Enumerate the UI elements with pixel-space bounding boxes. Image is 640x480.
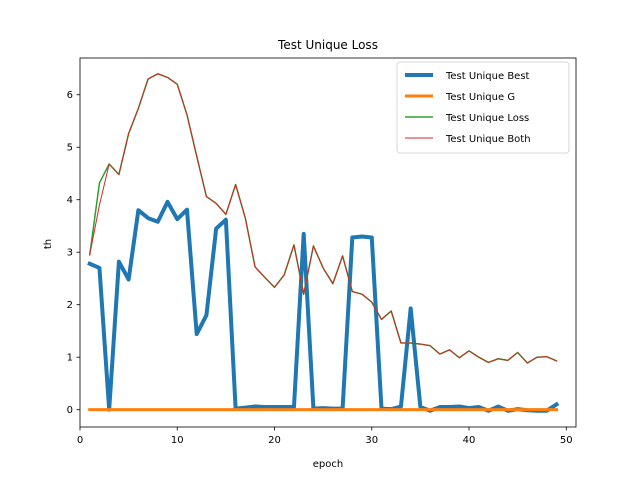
- plot-area: [79, 57, 577, 428]
- legend-entry-label: Test Unique Best: [445, 71, 530, 82]
- y-tick-label: 5: [67, 143, 73, 154]
- y-tick-label: 2: [67, 300, 73, 311]
- series-line-test-unique-best: [87, 199, 560, 413]
- x-tick-label: 0: [77, 435, 83, 446]
- x-tick-label: 50: [560, 435, 573, 446]
- y-tick-label: 3: [67, 248, 73, 259]
- series-lines: [87, 73, 560, 413]
- x-tick-label: 30: [365, 435, 378, 446]
- y-tick-label: 4: [67, 195, 73, 206]
- x-tick-label: 20: [268, 435, 281, 446]
- y-axis-ticks: 0 1 2 3 4 5 6: [67, 90, 80, 416]
- legend: Test Unique Best Test Unique G Test Unique…: [396, 61, 570, 154]
- y-tick-label: 6: [67, 90, 73, 101]
- legend-entry-label: Test Unique Both: [445, 134, 531, 145]
- legend-entry-label: Test Unique Loss: [445, 113, 529, 124]
- x-tick-label: 40: [463, 435, 476, 446]
- y-tick-label: 1: [67, 353, 73, 364]
- x-tick-label: 10: [171, 435, 184, 446]
- chart-title: Test Unique Loss: [277, 38, 378, 52]
- legend-box: [396, 61, 570, 154]
- x-axis-label: epoch: [313, 459, 343, 470]
- y-axis-label: th: [43, 239, 54, 249]
- legend-entry-label: Test Unique G: [445, 92, 515, 103]
- axes-frame: [79, 57, 577, 428]
- series-line-test-unique-both: [89, 73, 558, 364]
- x-axis-ticks: 0 10 20 30 40 50: [77, 427, 573, 446]
- y-tick-label: 0: [67, 405, 73, 416]
